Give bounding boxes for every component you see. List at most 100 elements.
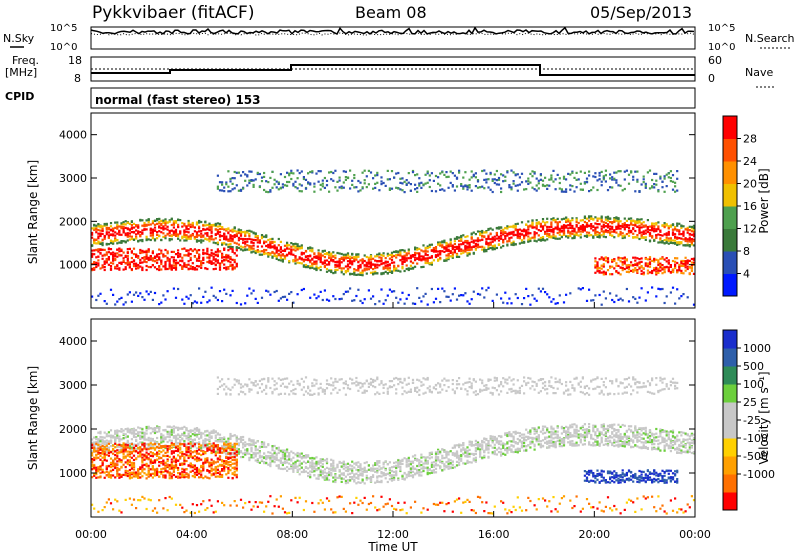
range-gate-cell xyxy=(218,262,222,265)
range-gate-cell xyxy=(585,222,589,225)
range-gate-cell xyxy=(565,219,568,222)
range-gate-cell xyxy=(562,301,566,304)
range-gate-cell xyxy=(246,449,249,452)
range-gate-cell xyxy=(617,256,620,259)
range-gate-cell xyxy=(128,235,131,238)
range-gate-cell xyxy=(248,247,251,250)
range-gate-cell xyxy=(263,250,266,253)
range-gate-cell xyxy=(539,239,542,242)
range-gate-cell xyxy=(596,179,599,182)
range-gate-cell xyxy=(181,256,184,259)
range-gate-cell xyxy=(166,267,169,271)
range-gate-cell xyxy=(369,262,373,265)
range-gate-cell xyxy=(298,455,301,458)
range-gate-cell xyxy=(449,170,452,173)
range-gate-cell xyxy=(414,248,417,251)
range-gate-cell xyxy=(189,248,192,251)
range-gate-cell xyxy=(162,228,165,231)
range-gate-cell xyxy=(472,231,475,234)
range-gate-cell xyxy=(107,243,110,246)
range-gate-cell xyxy=(342,273,345,276)
range-gate-cell xyxy=(149,229,152,232)
range-gate-cell xyxy=(214,431,217,434)
range-gate-cell xyxy=(323,261,326,264)
range-gate-cell xyxy=(300,170,303,173)
range-gate-cell xyxy=(151,252,154,255)
range-gate-cell xyxy=(128,442,131,445)
range-gate-cell xyxy=(353,272,356,275)
range-gate-cell xyxy=(510,186,513,189)
range-gate-cell xyxy=(342,293,345,296)
range-gate-cell xyxy=(512,234,515,237)
range-gate-cell xyxy=(118,268,121,271)
range-gate-cell xyxy=(351,299,354,302)
range-gate-cell xyxy=(281,467,284,471)
range-gate-cell xyxy=(260,250,264,253)
range-gate-cell xyxy=(124,433,127,436)
range-gate-cell xyxy=(590,223,593,226)
range-gate-cell xyxy=(491,178,494,181)
range-gate-cell xyxy=(229,437,232,440)
range-gate-cell xyxy=(460,252,463,255)
range-gate-cell xyxy=(531,186,534,189)
range-gate-cell xyxy=(657,225,660,228)
range-gate-cell xyxy=(661,240,664,243)
range-gate-cell xyxy=(116,226,119,229)
range-gate-cell xyxy=(118,250,121,253)
range-gate-cell xyxy=(321,463,324,466)
range-gate-cell xyxy=(546,217,549,220)
range-gate-cell xyxy=(235,447,238,450)
range-gate-cell xyxy=(346,465,350,469)
range-gate-cell xyxy=(130,256,133,260)
range-gate-cell xyxy=(191,249,194,252)
range-gate-cell xyxy=(141,224,144,227)
range-gate-cell xyxy=(231,229,234,232)
range-gate-cell xyxy=(447,256,450,259)
range-gate-cell xyxy=(479,245,482,248)
range-gate-cell xyxy=(630,269,633,272)
range-gate-cell xyxy=(153,219,157,222)
range-gate-cell xyxy=(424,292,427,295)
range-gate-cell xyxy=(179,259,182,262)
range-gate-cell xyxy=(571,230,574,233)
range-gate-cell xyxy=(290,242,293,245)
range-gate-cell xyxy=(164,266,167,269)
range-gate-cell xyxy=(252,241,255,244)
range-gate-cell xyxy=(533,172,536,175)
range-gate-cell xyxy=(359,189,362,192)
range-gate-cell xyxy=(476,245,480,248)
range-gate-cell xyxy=(678,269,681,272)
range-gate-cell xyxy=(183,231,186,234)
range-gate-cell xyxy=(483,169,486,172)
range-gate-cell xyxy=(474,242,477,245)
range-gate-cell xyxy=(214,296,217,299)
range-gate-cell xyxy=(130,250,133,253)
range-gate-cell xyxy=(569,232,572,235)
range-gate-cell xyxy=(493,173,496,176)
range-gate-cell xyxy=(573,236,576,240)
range-gate-cell xyxy=(323,477,326,480)
range-gate-cell xyxy=(342,464,345,467)
range-gate-cell xyxy=(271,170,274,173)
range-gate-cell xyxy=(265,252,268,255)
range-gate-cell xyxy=(615,225,618,228)
range-gate-cell xyxy=(535,299,538,302)
range-gate-cell xyxy=(177,249,180,252)
range-gate-cell xyxy=(323,265,326,269)
range-gate-cell xyxy=(487,243,490,247)
range-gate-cell xyxy=(351,260,354,263)
range-gate-cell xyxy=(638,190,641,193)
range-gate-cell xyxy=(269,176,272,179)
range-gate-cell xyxy=(504,235,507,238)
range-gate-cell xyxy=(640,183,643,186)
range-gate-cell xyxy=(537,221,540,224)
range-gate-cell xyxy=(579,227,582,231)
range-gate-cell xyxy=(598,217,601,220)
range-gate-cell xyxy=(93,442,96,445)
range-gate-cell xyxy=(267,244,270,247)
range-gate-cell xyxy=(500,173,503,176)
range-gate-cell xyxy=(344,265,347,268)
range-gate-cell xyxy=(229,257,232,260)
range-gate-cell xyxy=(659,230,662,233)
range-gate-cell xyxy=(403,254,406,257)
